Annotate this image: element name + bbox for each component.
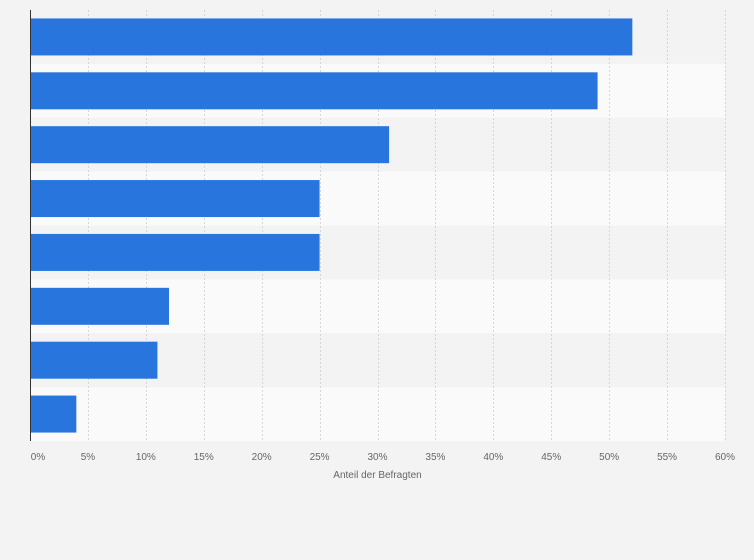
bars <box>30 18 633 433</box>
x-tick-label: 30% <box>367 452 387 463</box>
x-tick-label: 5% <box>81 452 96 463</box>
bar[interactable] <box>30 233 320 271</box>
bar[interactable] <box>30 18 633 56</box>
x-tick-label: 10% <box>136 452 156 463</box>
bar[interactable] <box>30 341 158 379</box>
row-band <box>30 387 725 441</box>
x-tick-label: 25% <box>310 452 330 463</box>
x-tick-label: 15% <box>194 452 214 463</box>
bar[interactable] <box>30 287 169 325</box>
x-tick-label: 60% <box>715 452 735 463</box>
x-axis-title: Anteil der Befragten <box>333 470 421 481</box>
bar[interactable] <box>30 180 320 218</box>
bar[interactable] <box>30 395 77 433</box>
x-axis-ticks: 0% 5% 10% 15% 20% 25% 30% 35% 40% 45% 50% 55% 60% <box>31 452 735 463</box>
x-tick-label: 55% <box>657 452 677 463</box>
bar[interactable] <box>30 126 390 164</box>
bar[interactable] <box>30 72 598 110</box>
x-tick-label: 40% <box>483 452 503 463</box>
x-tick-label: 50% <box>599 452 619 463</box>
x-tick-label: 20% <box>252 452 272 463</box>
x-tick-label: 45% <box>541 452 561 463</box>
x-tick-label: 35% <box>425 452 445 463</box>
x-tick-label: 0% <box>31 452 46 463</box>
